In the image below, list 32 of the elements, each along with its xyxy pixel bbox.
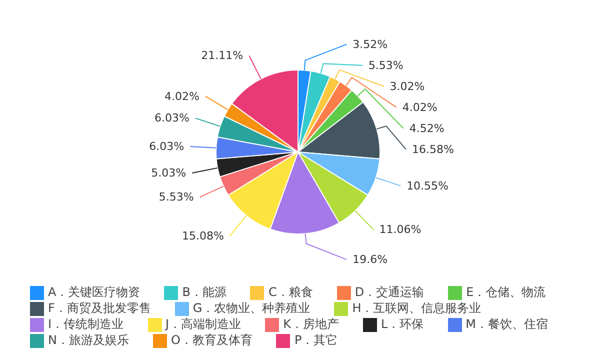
data-label: 6.03%	[154, 112, 190, 125]
legend-label: L．环保	[380, 317, 424, 331]
legend-label: E．仓储、物流	[466, 285, 546, 299]
data-label: 19.6%	[352, 253, 388, 266]
legend-label: F．商贸及批发零售	[48, 301, 151, 315]
data-label: 10.55%	[406, 179, 449, 192]
data-label: 4.02%	[402, 100, 438, 114]
legend-label: O．教育及体育	[170, 333, 252, 347]
data-label: 3.52%	[352, 38, 388, 51]
data-label: 21.11%	[201, 49, 244, 62]
legend-label: P．其它	[294, 333, 338, 347]
data-label: 16.58%	[412, 142, 454, 156]
legend-label: D．交通运输	[354, 285, 424, 299]
legend-label: M．餐饮、住宿	[466, 317, 548, 331]
legend-label: B．能源	[182, 285, 226, 299]
legend-label: J．高端制造业	[166, 317, 242, 331]
data-label: 4.02%	[164, 90, 200, 103]
data-label: 4.52%	[409, 122, 444, 135]
legend-label: G．农物业、种养殖业	[192, 301, 310, 315]
data-label: 3.02%	[390, 80, 425, 93]
legend-label: I．传统制造业	[48, 317, 124, 331]
legend-label: K．房地产	[283, 317, 339, 331]
data-label: 15.08%	[182, 229, 224, 242]
legend-label: C．粮食	[268, 285, 313, 299]
legend-label: N．旅游及娱乐	[48, 333, 129, 347]
data-label: 5.03%	[151, 166, 186, 180]
legend-label: A．关键医疗物资	[48, 285, 140, 299]
data-label: 5.53%	[368, 58, 404, 72]
data-label: 6.03%	[149, 140, 184, 154]
data-label: 5.53%	[158, 190, 194, 204]
legend-label: H．互联网、信息服务业	[352, 301, 482, 315]
data-label: 11.06%	[379, 222, 422, 236]
